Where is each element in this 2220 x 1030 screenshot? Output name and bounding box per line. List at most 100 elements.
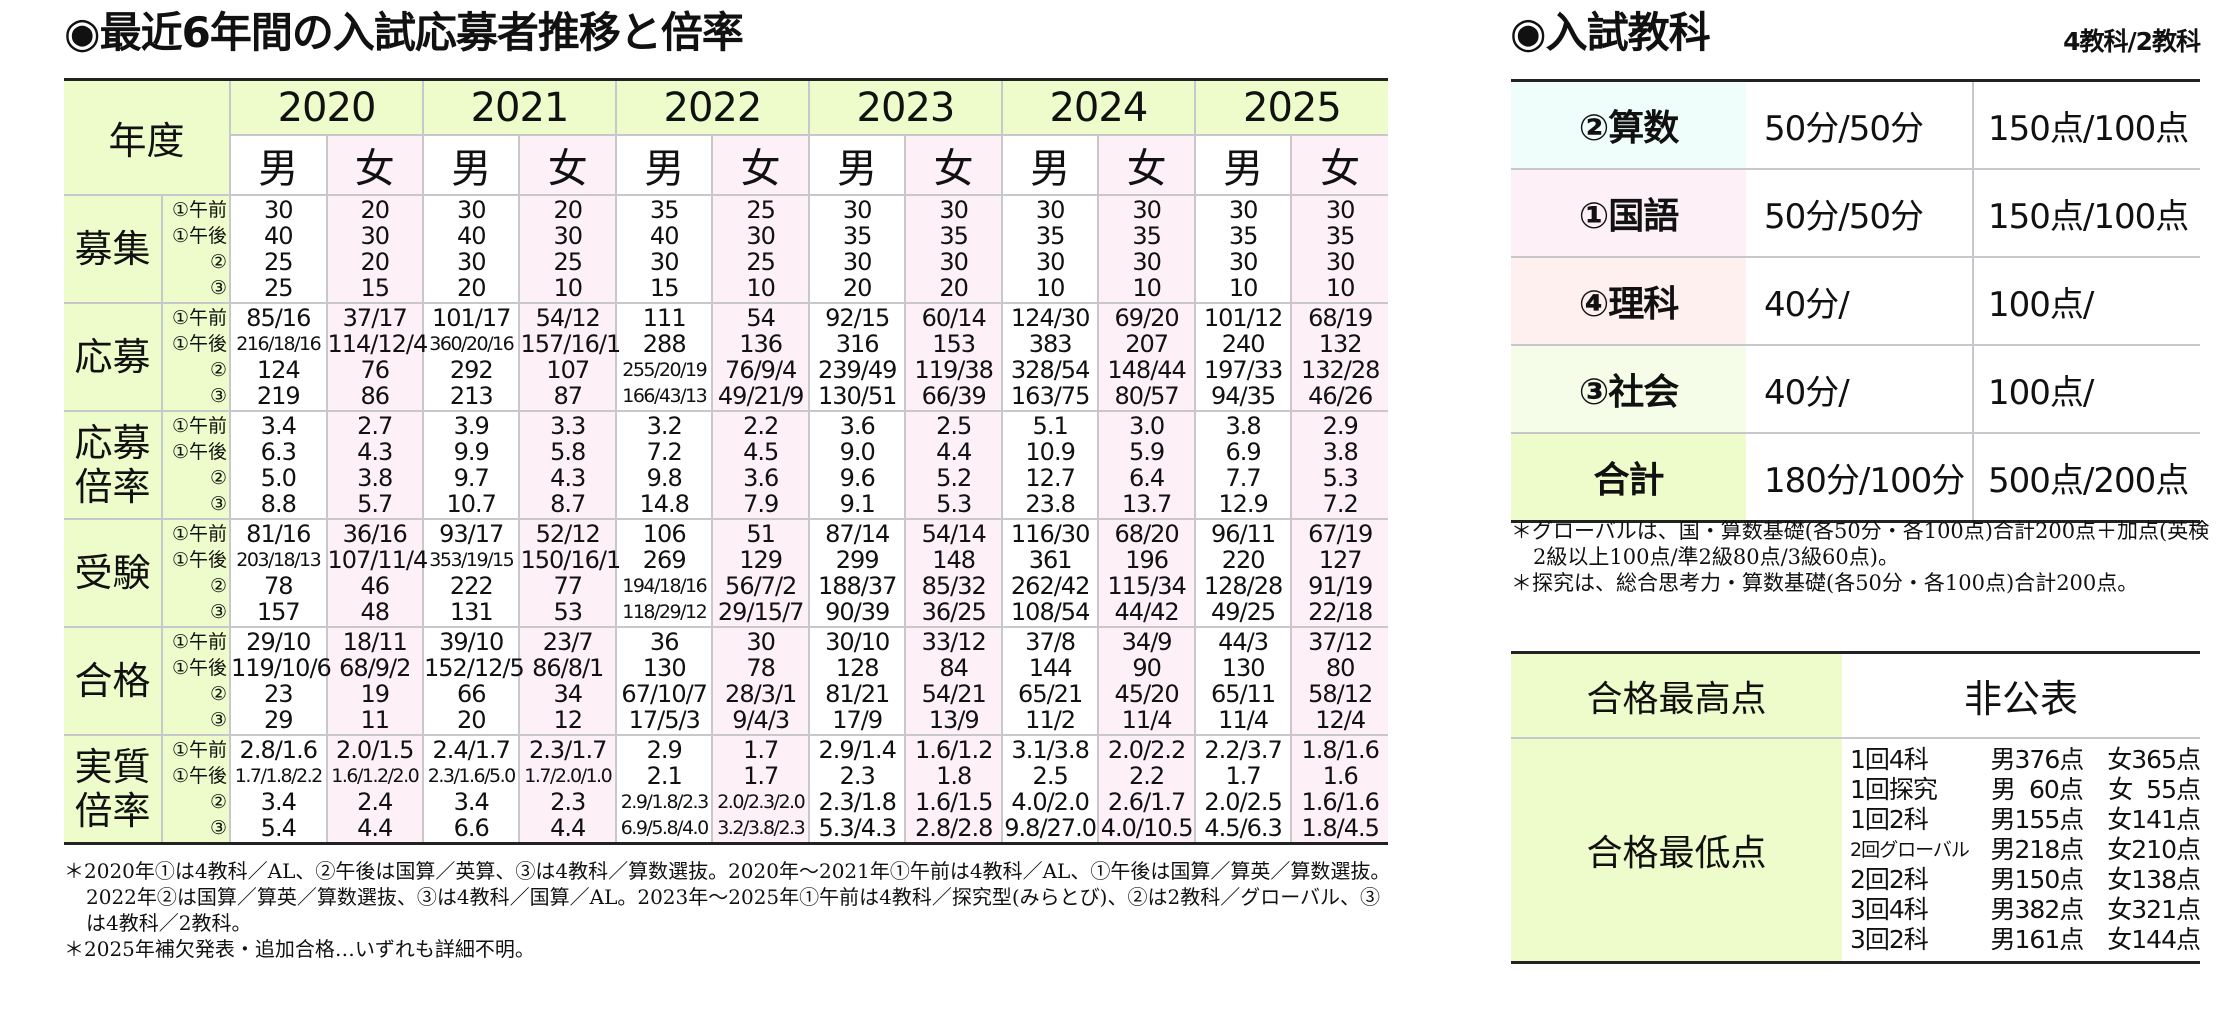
subject-row: 合計 180分/100分 500点/200点 <box>1511 433 2200 522</box>
exam-session-labels: ①午前 ①午後 ② ③ <box>160 518 232 628</box>
cell-value: 153 <box>932 330 976 358</box>
cell-value: 77 <box>553 572 583 600</box>
subject-time: 40分/ <box>1746 257 1974 346</box>
table-row: 募集 ①午前 ①午後 ② ③ 30 40 25 25 20 30 20 15 30 40 30 20 20 30 25… <box>64 194 1388 304</box>
min-score-row: 2回2科 男150点 女138点 <box>1850 865 2201 895</box>
cell-value: 96/11 <box>1211 520 1276 548</box>
cell-value: 20 <box>456 706 487 734</box>
cell-value: 131 <box>449 598 494 626</box>
cell-value: 15 <box>360 274 390 302</box>
cell-value: 128 <box>835 654 880 682</box>
cell-value: 29 <box>263 706 294 734</box>
cell-value: 40 <box>456 222 487 250</box>
cell-value: 5.3 <box>936 490 972 518</box>
cell-value: 2.9 <box>1322 412 1359 440</box>
subject-time: 50分/50分 <box>1746 169 1974 258</box>
female-cell: 20 30 20 15 <box>325 194 424 304</box>
year-header: 2023 <box>807 78 1003 136</box>
cell-value: 49/21/9 <box>717 382 805 410</box>
cell-value: 30 <box>456 248 487 276</box>
cell-value: 35 <box>649 196 680 224</box>
subject-points: 100点/ <box>1973 345 2200 434</box>
cell-value: 3.9 <box>453 412 490 440</box>
cell-value: 11 <box>360 706 390 734</box>
cell-value: 130 <box>642 654 687 682</box>
cell-value: 4.3 <box>550 464 586 492</box>
male-cell: 81/16 203/18/13 78 157 <box>229 518 328 628</box>
gender-header-female: 女 <box>325 134 424 196</box>
male-cell: 3.2 7.2 9.8 14.8 <box>614 410 714 520</box>
cell-value: 116/30 <box>1010 520 1090 548</box>
cell-value: 316 <box>835 330 880 358</box>
exam-name: 2回グローバル <box>1850 839 1970 861</box>
cell-value: 1.7 <box>1225 762 1262 790</box>
cell-value: 219 <box>256 382 301 410</box>
cell-value: 128/28 <box>1203 572 1283 600</box>
male-cell: 35 40 30 15 <box>614 194 714 304</box>
cell-value: 3.1/3.8 <box>1011 736 1089 764</box>
female-min-score: 女210点 <box>2107 835 2201 864</box>
exam-session-label: ② <box>209 575 228 597</box>
cell-value: 85/32 <box>921 572 987 600</box>
female-min-score: 女365点 <box>2107 745 2201 774</box>
subject-points: 100点/ <box>1973 257 2200 346</box>
cell-value: 44/3 <box>1218 628 1269 656</box>
cell-value: 119/38 <box>914 356 993 384</box>
cell-value: 30 <box>553 222 583 250</box>
cell-value: 90 <box>1132 654 1162 682</box>
exam-session-label: ② <box>209 791 228 813</box>
cell-value: 34/9 <box>1121 628 1173 656</box>
female-cell: 2.0/1.5 1.6/1.2/2.0 2.4 4.4 <box>325 734 424 845</box>
gender-header-female: 女 <box>711 134 810 196</box>
exam-session-label: ①午前 <box>171 415 228 437</box>
cell-value: 35 <box>1035 222 1066 250</box>
male-cell: 29/10 119/10/6 23 29 <box>229 626 332 736</box>
male-cell: 101/12 240 197/33 94/35 <box>1193 302 1293 412</box>
exam-session-label: ③ <box>209 277 228 299</box>
cell-value: 124/30 <box>1010 304 1090 332</box>
subject-time: 40分/ <box>1746 345 1974 434</box>
cell-value: 216/18/16 <box>236 333 321 355</box>
max-score-label: 合格最高点 <box>1511 652 1842 739</box>
cell-value: 90/39 <box>825 598 890 626</box>
cell-value: 13/9 <box>928 706 980 734</box>
subject-row: ①国語 50分/50分 150点/100点 <box>1511 169 2200 258</box>
cell-value: 49/25 <box>1211 598 1276 626</box>
exam-session-label: ② <box>209 359 228 381</box>
cell-value: 1.6/1.2 <box>914 736 993 764</box>
min-score-row: 3回4科 男382点 女321点 <box>1850 895 2201 925</box>
cell-value: 4.4 <box>357 814 393 842</box>
female-min-score: 女321点 <box>2107 895 2201 924</box>
gender-header-male: 男 <box>807 134 907 196</box>
subject-points: 500点/200点 <box>1988 460 2189 501</box>
cell-value: 4.4 <box>550 814 586 842</box>
exam-session-label: ①午後 <box>171 549 228 571</box>
category-label-line: 倍率 <box>74 465 151 509</box>
cell-value: 269 <box>642 546 687 574</box>
cell-value: 108/54 <box>1010 598 1090 626</box>
cell-value: 30/10 <box>825 628 890 656</box>
female-cell: 30 78 28/3/1 9/4/3 <box>711 626 810 736</box>
male-cell: 37/8 144 65/21 11/2 <box>1000 626 1100 736</box>
cell-value: 6.9 <box>1225 438 1262 466</box>
female-cell: 36/16 107/11/4 46 48 <box>325 518 428 628</box>
cell-value: 14.8 <box>639 490 689 518</box>
cell-value: 255/20/19 <box>622 359 707 381</box>
cell-value: 36/16 <box>342 520 408 548</box>
cell-value: 65/21 <box>1018 680 1083 708</box>
cell-value: 7.2 <box>646 438 683 466</box>
male-cell: 92/15 316 239/49 130/51 <box>807 302 907 412</box>
year-header: 2020 <box>229 78 424 136</box>
footnote: ＊グローバルは、国・算数基礎(各50分・各100点)合計200点＋加点(英検2級… <box>1511 519 2210 569</box>
male-cell: 124/30 383 328/54 163/75 <box>1000 302 1100 412</box>
cell-value: 132 <box>1318 330 1363 358</box>
exam-subjects-table: ②算数 50分/50分 150点/100点 ①国語 50分/50分 150点/100点 ④理… <box>1511 79 2200 523</box>
cell-value: 150/16/1 <box>520 546 621 574</box>
male-cell: 2.8/1.6 1.7/1.8/2.2 3.4 5.4 <box>229 734 328 845</box>
cell-value: 12/4 <box>1315 706 1366 734</box>
cell-value: 12 <box>553 706 583 734</box>
exam-session-label: ③ <box>209 385 228 407</box>
exam-session-labels: ①午前 ①午後 ② ③ <box>160 194 232 304</box>
female-cell: 54/12 157/16/1 107 87 <box>518 302 621 412</box>
female-cell: 1.7 1.7 2.0/2.3/2.0 3.2/3.8/2.3 <box>711 734 810 845</box>
